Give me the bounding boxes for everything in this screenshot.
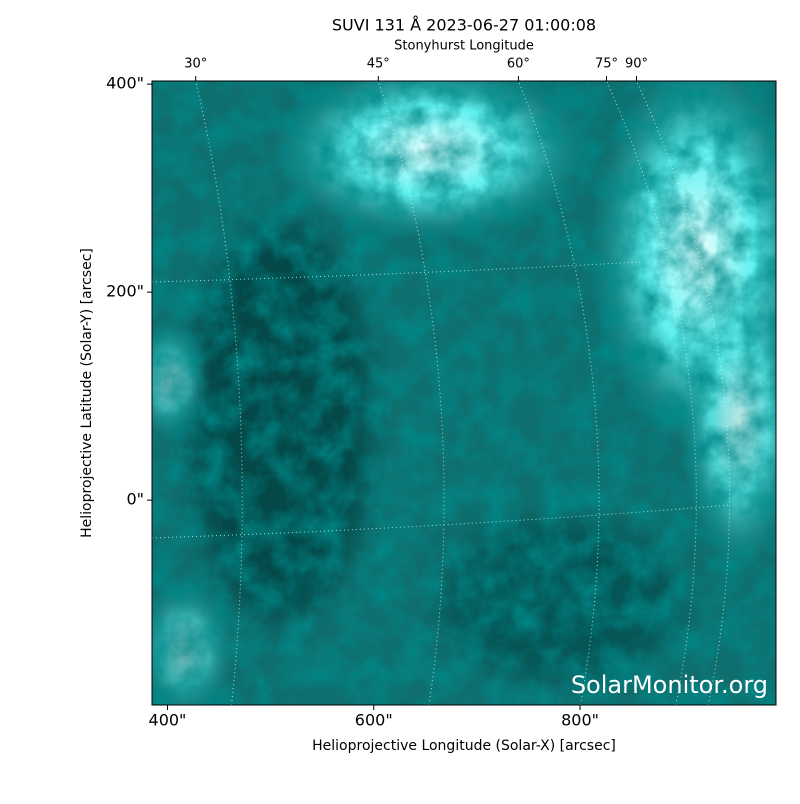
- y-tick-label: 400": [106, 74, 144, 93]
- x2-tick-label: 75°: [595, 57, 618, 72]
- longitude-grid-line: [377, 81, 445, 705]
- x-tick-label: 800": [561, 711, 599, 730]
- watermark: SolarMonitor.org: [571, 671, 768, 699]
- x-tick-label: 600": [355, 711, 393, 730]
- longitude-grid-line: [195, 81, 243, 705]
- x2-tick-label: 45°: [367, 57, 390, 72]
- plot-frame: [151, 80, 777, 706]
- x2-tick-label: 60°: [507, 57, 530, 72]
- y-axis-label: Helioprojective Latitude (Solar-Y) [arcs…: [79, 248, 95, 538]
- x2-tick-label: 30°: [184, 57, 207, 72]
- x-tick-label: 400": [149, 711, 187, 730]
- longitude-grid-line: [517, 81, 600, 705]
- solar-image: [152, 81, 776, 705]
- x2-tick-label: 90°: [625, 57, 648, 72]
- x2-axis-label: Stonyhurst Longitude: [394, 39, 534, 54]
- y-tick-label: 0": [126, 490, 144, 509]
- chart-title: SUVI 131 Å 2023-06-27 01:00:08: [332, 16, 596, 35]
- y-tick-label: 200": [106, 282, 144, 301]
- x-axis-label: Helioprojective Longitude (Solar-X) [arc…: [312, 738, 616, 754]
